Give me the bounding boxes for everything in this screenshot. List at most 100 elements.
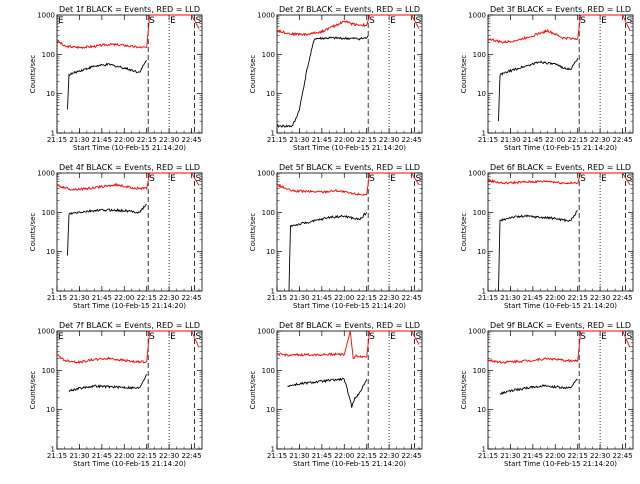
y-tick-label: 1000 (468, 12, 486, 20)
marker-label-2: E (390, 174, 396, 184)
x-tick-label: 21:30 (289, 136, 309, 144)
panel-title: Det 6f BLACK = Events, RED = LLD (490, 163, 631, 172)
panel-3: Det 3f BLACK = Events, RED = LLD S E S 1 10 10… (460, 5, 634, 152)
x-tick-label: 22:30 (159, 294, 179, 302)
x-tick-label: 21:45 (312, 452, 332, 460)
y-tick-label: 1 (51, 130, 55, 138)
series-line-lld (487, 330, 631, 364)
x-tick-label: 22:30 (379, 294, 399, 302)
x-axis-label: Start Time (10-Feb-15 21:14:20) (73, 144, 186, 152)
y-axis-label: Counts/sec (249, 55, 257, 94)
x-tick-label: 22:15 (357, 294, 377, 302)
series-line-lld (276, 330, 420, 359)
x-tick-label: 22:15 (137, 136, 157, 144)
x-tick-label: 21:15 (478, 294, 498, 302)
x-tick-label: 22:45 (401, 452, 421, 460)
marker-label-2: E (390, 16, 396, 26)
y-tick-label: 100 (262, 51, 275, 59)
x-tick-label: 22:30 (590, 294, 610, 302)
y-axis-label: Counts/sec (249, 371, 257, 410)
series-line-lld (56, 14, 200, 50)
series-line-events (67, 60, 147, 110)
x-tick-label: 21:45 (92, 294, 112, 302)
plot-frame (56, 14, 203, 134)
x-axis-label: Start Time (10-Feb-15 21:14:20) (293, 144, 406, 152)
marker-label-2: E (601, 174, 607, 184)
x-axis-label: Start Time (10-Feb-15 21:14:20) (293, 460, 406, 468)
plot-frame (276, 14, 423, 134)
x-tick-label: 21:30 (69, 136, 89, 144)
y-tick-label: 10 (477, 90, 486, 98)
y-tick-label: 1000 (257, 328, 275, 336)
y-tick-label: 100 (262, 367, 275, 375)
marker-label-2: E (601, 16, 607, 26)
panel-7: Det 7f BLACK = Events, RED = LLD E S E S 1 10 1… (29, 321, 203, 468)
plot-frame (487, 172, 634, 292)
marker-label-1: S (369, 174, 375, 184)
y-tick-label: 1000 (257, 170, 275, 178)
panel-title: Det 1f BLACK = Events, RED = LLD (59, 5, 200, 14)
panel-title: Det 7f BLACK = Events, RED = LLD (59, 321, 200, 330)
panel-title: Det 2f BLACK = Events, RED = LLD (279, 5, 420, 14)
panel-title: Det 5f BLACK = Events, RED = LLD (279, 163, 420, 172)
x-tick-label: 22:30 (590, 136, 610, 144)
x-tick-label: 21:15 (47, 452, 67, 460)
y-axis-label: Counts/sec (460, 213, 468, 252)
series-line-events (287, 377, 368, 408)
y-tick-label: 100 (42, 51, 55, 59)
plot-frame (487, 14, 634, 134)
y-tick-label: 1000 (257, 12, 275, 20)
y-tick-label: 10 (477, 406, 486, 414)
x-tick-label: 21:45 (92, 452, 112, 460)
series-line-events (67, 203, 147, 256)
series-line-events (498, 57, 579, 122)
panel-title: Det 9f BLACK = Events, RED = LLD (490, 321, 631, 330)
marker-label-1: S (369, 332, 375, 342)
x-tick-label: 22:45 (401, 294, 421, 302)
x-tick-label: 22:15 (357, 452, 377, 460)
panel-title: Det 4f BLACK = Events, RED = LLD (59, 163, 200, 172)
marker-label-2: E (170, 174, 176, 184)
x-tick-label: 21:15 (47, 294, 67, 302)
y-axis-label: Counts/sec (29, 371, 37, 410)
series-line-lld (487, 172, 631, 186)
y-tick-label: 10 (477, 248, 486, 256)
y-tick-label: 10 (266, 248, 275, 256)
series-line-lld (487, 14, 631, 44)
y-tick-label: 1000 (37, 170, 55, 178)
x-tick-label: 22:45 (612, 452, 632, 460)
panel-title: Det 3f BLACK = Events, RED = LLD (490, 5, 631, 14)
series-line-events (68, 373, 148, 393)
x-tick-label: 22:00 (334, 452, 354, 460)
y-tick-label: 1 (482, 446, 486, 454)
x-tick-label: 22:45 (401, 136, 421, 144)
x-tick-label: 21:15 (47, 136, 67, 144)
y-tick-label: 1 (51, 446, 55, 454)
x-tick-label: 21:45 (312, 294, 332, 302)
y-tick-label: 100 (42, 209, 55, 217)
y-axis-label: Counts/sec (460, 55, 468, 94)
y-tick-label: 100 (42, 367, 55, 375)
marker-label-1: S (149, 174, 155, 184)
y-tick-label: 1000 (37, 328, 55, 336)
panel-9: Det 9f BLACK = Events, RED = LLD S E S 1 10 10… (460, 321, 634, 468)
y-tick-label: 1 (271, 288, 275, 296)
y-tick-label: 10 (266, 406, 275, 414)
y-tick-label: 10 (46, 406, 55, 414)
panel-1: Det 1f BLACK = Events, RED = LLD E S E S 1 10 1… (29, 5, 203, 152)
y-tick-label: 1 (51, 288, 55, 296)
x-tick-label: 21:15 (478, 136, 498, 144)
x-tick-label: 22:00 (334, 294, 354, 302)
x-tick-label: 22:45 (181, 294, 201, 302)
marker-label-3: S (627, 16, 633, 26)
x-tick-label: 21:45 (523, 294, 543, 302)
x-tick-label: 21:15 (267, 136, 287, 144)
series-line-lld (276, 172, 420, 196)
x-tick-label: 21:30 (289, 452, 309, 460)
marker-label-3: S (627, 332, 633, 342)
y-tick-label: 1 (482, 288, 486, 296)
x-tick-label: 22:45 (612, 136, 632, 144)
x-tick-label: 22:15 (568, 452, 588, 460)
x-tick-label: 21:15 (478, 452, 498, 460)
